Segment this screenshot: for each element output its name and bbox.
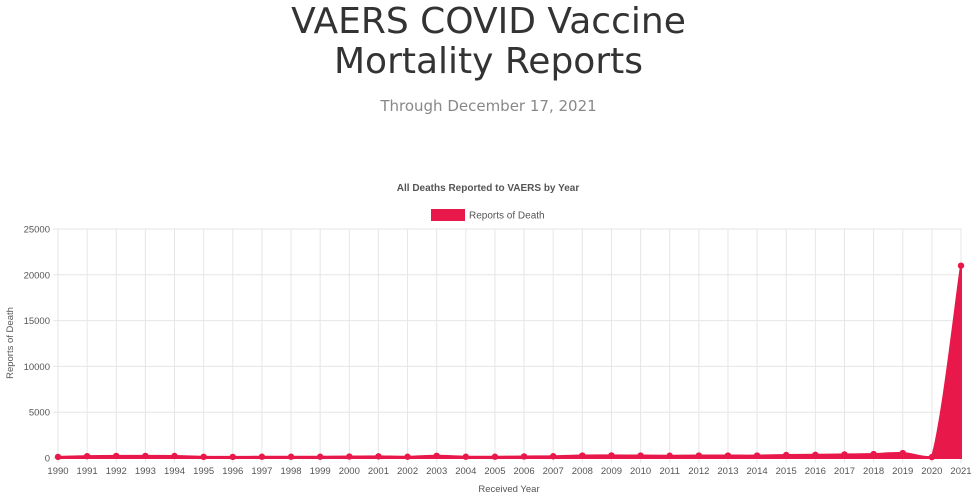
page-title-line2: Mortality Reports: [333, 41, 644, 82]
x-tick-label: 2020: [921, 466, 942, 477]
x-tick-label: 2009: [601, 466, 622, 477]
data-point[interactable]: [316, 453, 324, 460]
data-point[interactable]: [404, 453, 411, 460]
data-point[interactable]: [695, 452, 703, 459]
data-point[interactable]: [579, 452, 586, 459]
page-subtitle: Through December 17, 2021: [380, 97, 597, 115]
data-point[interactable]: [462, 453, 470, 460]
data-point[interactable]: [637, 452, 644, 459]
data-point[interactable]: [142, 452, 149, 460]
data-point[interactable]: [258, 453, 266, 460]
data-point[interactable]: [433, 452, 440, 460]
x-tick-label: 2015: [776, 466, 797, 477]
data-point[interactable]: [375, 453, 382, 460]
y-tick-label: 25000: [24, 225, 50, 236]
data-point[interactable]: [346, 453, 353, 460]
x-tick-label: 2003: [426, 466, 447, 477]
x-tick-label: 2002: [397, 466, 418, 477]
data-point[interactable]: [783, 451, 790, 459]
x-tick-label: 2004: [455, 466, 476, 477]
y-tick-label: 0: [45, 454, 50, 465]
y-tick-label: 5000: [29, 408, 50, 419]
x-tick-label: 2013: [717, 466, 738, 477]
page-title: VAERS COVID Vaccine Mortality Reports: [0, 2, 977, 82]
x-tick-label: 1998: [280, 466, 301, 477]
data-point[interactable]: [870, 450, 877, 458]
x-tick-label: 1990: [47, 466, 68, 477]
data-point[interactable]: [83, 452, 91, 460]
x-tick-label: 2014: [747, 466, 768, 477]
chart-title: All Deaths Reported to VAERS by Year: [397, 183, 580, 194]
data-point[interactable]: [491, 453, 499, 460]
data-point[interactable]: [753, 452, 761, 459]
x-tick-label: 2001: [368, 466, 389, 477]
x-tick-label: 2008: [572, 466, 593, 477]
data-point[interactable]: [287, 453, 295, 460]
x-tick-label: 2006: [513, 466, 534, 477]
x-tick-label: 2017: [834, 466, 855, 477]
y-tick-label: 20000: [24, 270, 50, 281]
x-axis-ticks: 1990 1991 1992 1993 1994 1995 1996 1997 1998 1999…: [47, 466, 971, 477]
x-tick-label: 2018: [863, 466, 884, 477]
y-axis-label: Reports of Death: [5, 307, 16, 379]
data-point[interactable]: [928, 453, 936, 461]
data-point[interactable]: [113, 452, 120, 460]
x-axis-label: Received Year: [478, 484, 539, 495]
legend-label[interactable]: Reports of Death: [469, 211, 545, 222]
data-point[interactable]: [54, 453, 62, 461]
data-point[interactable]: [724, 452, 732, 459]
x-tick-label: 2021: [950, 466, 971, 477]
data-point[interactable]: [899, 449, 906, 457]
series-points: [54, 262, 965, 461]
x-tick-label: 2012: [688, 466, 709, 477]
x-tick-label: 1994: [164, 466, 185, 477]
x-tick-label: 2007: [543, 466, 564, 477]
page-title-line1: VAERS COVID Vaccine: [291, 1, 686, 42]
x-tick-label: 1996: [222, 466, 243, 477]
data-point[interactable]: [608, 452, 615, 459]
y-axis-ticks: 0 5000 10000 15000 20000 25000: [24, 225, 50, 465]
chart-grid: [53, 228, 962, 463]
x-tick-label: 1992: [106, 466, 127, 477]
series-area: [57, 265, 962, 459]
data-point[interactable]: [841, 451, 848, 458]
data-point[interactable]: [229, 453, 236, 461]
data-point[interactable]: [666, 452, 673, 459]
data-point[interactable]: [812, 451, 819, 458]
data-point[interactable]: [549, 453, 557, 460]
data-point[interactable]: [520, 453, 528, 460]
x-tick-label: 2010: [630, 466, 651, 477]
x-tick-label: 2019: [892, 466, 913, 477]
data-point[interactable]: [200, 453, 207, 461]
x-tick-label: 1999: [310, 466, 331, 477]
x-tick-label: 2016: [805, 466, 826, 477]
y-tick-label: 15000: [24, 316, 50, 327]
x-tick-label: 2000: [339, 466, 360, 477]
data-point[interactable]: [957, 262, 965, 269]
x-tick-label: 2005: [484, 466, 505, 477]
data-point[interactable]: [171, 452, 178, 460]
x-tick-label: 1991: [77, 466, 98, 477]
y-tick-label: 10000: [24, 362, 50, 373]
x-tick-label: 1997: [251, 466, 272, 477]
x-tick-label: 2011: [659, 466, 679, 477]
x-tick-label: 1995: [193, 466, 214, 477]
x-tick-label: 1993: [135, 466, 156, 477]
legend-swatch[interactable]: [431, 209, 465, 221]
